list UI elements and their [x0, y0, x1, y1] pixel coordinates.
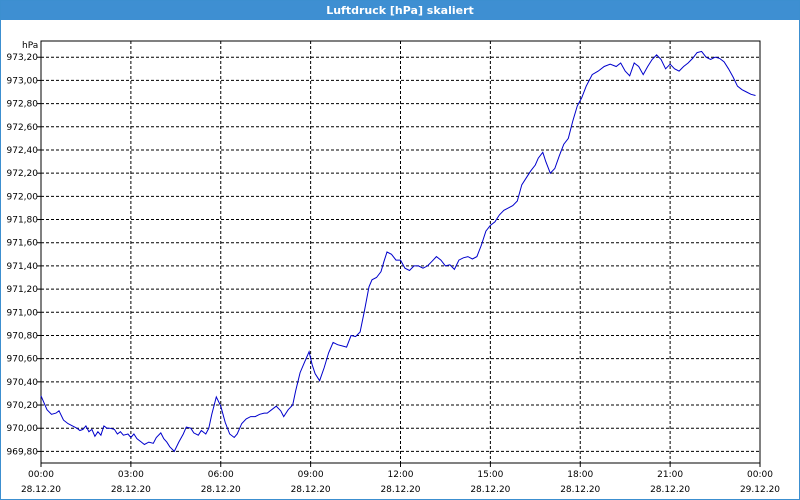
x-tick-date-label: 28.12.20 [201, 485, 241, 495]
x-tick-time-label: 21:00 [657, 470, 683, 480]
plot-area [40, 40, 761, 464]
y-tick-label: 973,00 [7, 76, 39, 86]
y-axis-label: hPa [22, 41, 38, 51]
x-tick-date-label: 28.12.20 [111, 485, 151, 495]
x-tick-time-label: 12:00 [388, 470, 414, 480]
y-tick-label: 972,40 [7, 146, 39, 156]
x-tick-date-label: 28.12.20 [291, 485, 331, 495]
x-tick-date-label: 28.12.20 [470, 485, 510, 495]
x-tick-time-label: 15:00 [477, 470, 503, 480]
y-tick-label: 973,20 [7, 53, 39, 63]
x-tick-date-label: 28.12.20 [380, 485, 420, 495]
x-tick-date-label: 29.12.20 [740, 485, 780, 495]
y-tick-label: 972,60 [7, 123, 39, 133]
x-tick-date-label: 28.12.20 [650, 485, 690, 495]
x-tick-time-label: 00:00 [28, 470, 54, 480]
y-tick-label: 971,40 [7, 262, 39, 272]
y-tick-label: 972,20 [7, 169, 39, 179]
x-tick-time-label: 18:00 [567, 470, 593, 480]
grid-lines [41, 41, 760, 463]
pressure-chart: 969,80 970,00 970,20 970,40 970,60 970,80 971,… [7, 40, 780, 495]
x-tick-time-label: 06:00 [208, 470, 234, 480]
y-tick-label: 970,80 [7, 331, 39, 341]
x-tick-date-label: 28.12.20 [21, 485, 61, 495]
y-tick-label: 972,00 [7, 192, 39, 202]
x-tick-date-label: 28.12.20 [560, 485, 600, 495]
pressure-series-line [40, 50, 756, 453]
y-tick-label: 971,20 [7, 285, 39, 295]
y-tick-label: 972,80 [7, 100, 39, 110]
x-tick-time-label: 00:00 [747, 470, 773, 480]
y-axis-ticks: 969,80 970,00 970,20 970,40 970,60 970,80 971,… [7, 53, 41, 457]
x-axis-ticks: 00:00 28.12.20 03:00 28.12.20 06:00 28.12.20 0… [21, 463, 780, 495]
y-tick-label: 971,60 [7, 239, 39, 249]
y-tick-label: 969,80 [7, 447, 39, 457]
x-tick-time-label: 09:00 [298, 470, 324, 480]
y-tick-label: 970,60 [7, 355, 39, 365]
window-title: Luftdruck [hPa] skaliert [1, 1, 799, 20]
y-tick-label: 970,40 [7, 378, 39, 388]
y-tick-label: 970,00 [7, 424, 39, 434]
y-tick-label: 971,80 [7, 216, 39, 226]
y-tick-label: 971,00 [7, 308, 39, 318]
x-tick-time-label: 03:00 [118, 470, 144, 480]
y-tick-label: 970,20 [7, 401, 39, 411]
